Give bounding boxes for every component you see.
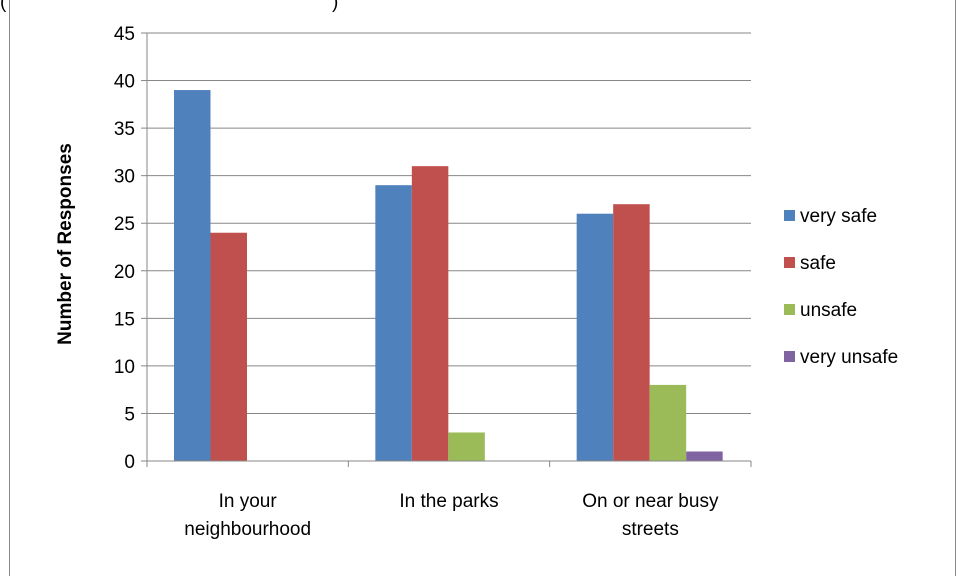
bar-unsafe-2 (649, 384, 687, 461)
y-tick-label: 10 (114, 357, 135, 378)
axes (141, 32, 752, 467)
x-category-label: neighbourhood (184, 519, 311, 540)
bar-safe-1 (411, 166, 449, 461)
gridlines (147, 32, 751, 414)
bars (174, 90, 723, 462)
legend-label-unsafe: unsafe (800, 300, 857, 321)
legend-swatch-safe (784, 257, 795, 268)
legend-swatch-very-unsafe (784, 351, 795, 362)
bar-very-safe-1 (375, 185, 412, 461)
axis-labels: 0 5 10 15 20 25 30 35 40 45 In your neighbourhood In… (114, 24, 719, 540)
legend-label-safe: safe (800, 253, 836, 274)
y-tick-label: 35 (114, 119, 135, 140)
y-tick-label: 40 (114, 72, 135, 93)
y-tick-label: 15 (114, 309, 135, 330)
bar-safe-2 (613, 204, 650, 461)
x-category-label: streets (622, 519, 679, 540)
y-tick-label: 30 (114, 167, 135, 188)
x-category-label: On or near busy (582, 491, 719, 512)
bar-very-unsafe-2 (686, 451, 723, 461)
y-tick-label: 25 (114, 214, 135, 235)
y-tick-label: 20 (114, 262, 135, 283)
legend: very safe safe unsafe very unsafe (784, 206, 898, 368)
bar-very-safe-2 (576, 213, 614, 461)
top-fragment-right: ) (332, 0, 338, 13)
bar-safe-0 (210, 232, 247, 461)
legend-label-very-safe: very safe (800, 206, 877, 227)
bar-very-safe-0 (174, 90, 211, 462)
y-tick-label: 5 (124, 404, 135, 425)
top-fragment-left: ( (0, 0, 7, 13)
legend-label-very-unsafe: very unsafe (800, 347, 898, 368)
legend-swatch-unsafe (784, 304, 795, 315)
y-tick-label: 0 (124, 452, 135, 473)
x-category-label: In your (219, 491, 278, 512)
chart-border (9, 0, 956, 576)
legend-swatch-very-safe (784, 210, 795, 221)
x-category-label: In the parks (399, 491, 498, 512)
bar-unsafe-1 (448, 432, 485, 461)
y-tick-label: 45 (114, 24, 135, 45)
y-axis-title: Number of Responses (55, 143, 76, 345)
